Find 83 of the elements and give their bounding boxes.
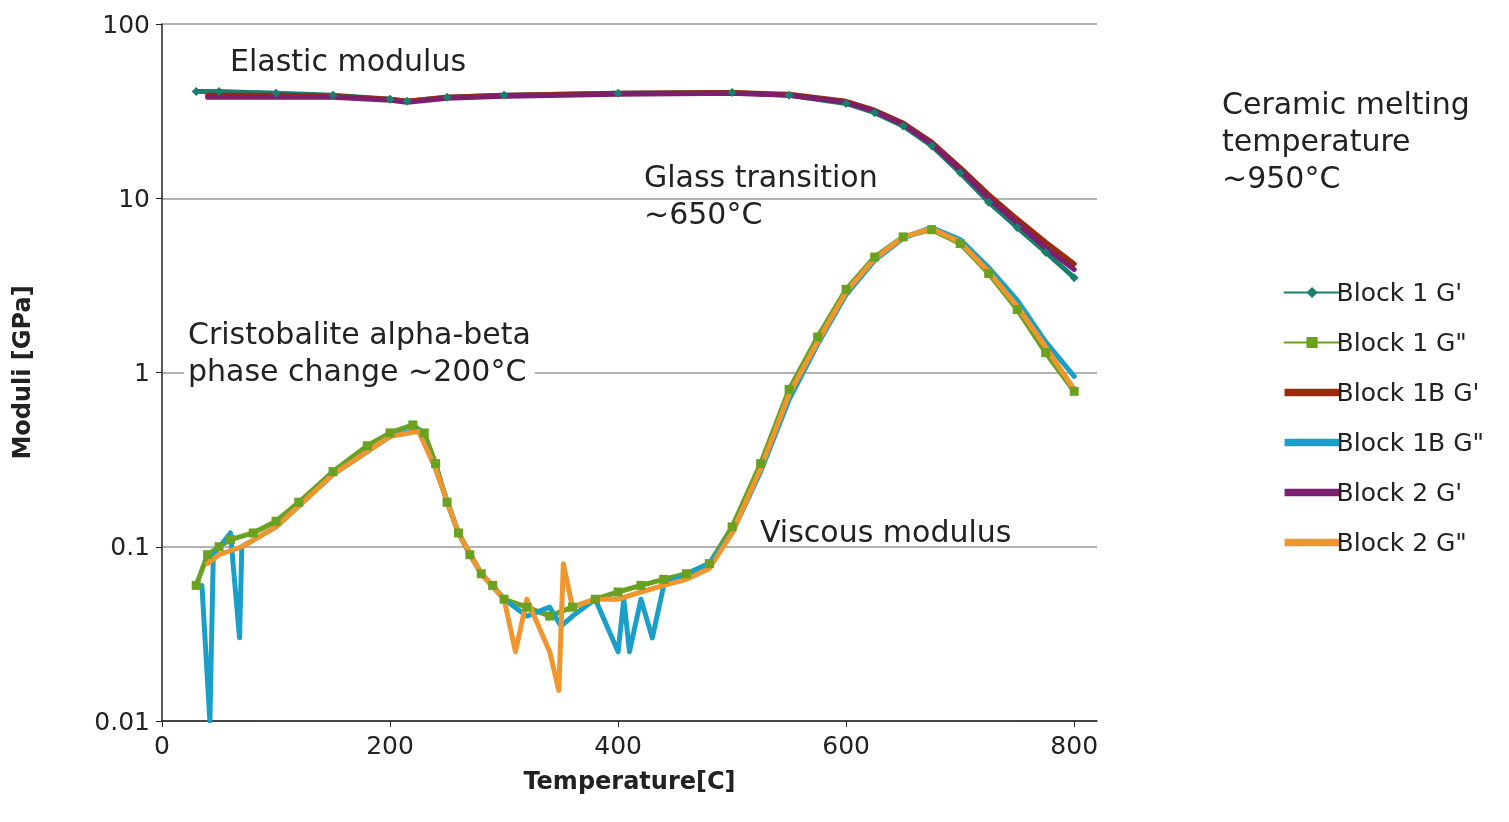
point: [271, 88, 281, 98]
point: [984, 197, 994, 207]
point: [567, 602, 577, 612]
point: [385, 428, 395, 438]
y-tick-label: 100: [102, 9, 150, 39]
x-axis-title: Temperature[C]: [523, 767, 736, 795]
point: [385, 94, 395, 104]
y-tick-label: 0.01: [94, 706, 150, 736]
point: [362, 441, 372, 451]
point: [214, 86, 224, 96]
point: [613, 88, 623, 98]
point: [499, 594, 509, 604]
legend-label: Block 1 G': [1336, 278, 1463, 307]
point: [898, 121, 908, 131]
point: [419, 428, 429, 438]
annotation: Elastic modulus: [230, 42, 467, 78]
point: [704, 559, 714, 569]
text: Ceramic melting temperature ~950°C: [1222, 85, 1470, 195]
point: [955, 168, 965, 178]
point: [870, 252, 880, 262]
point: [431, 459, 441, 469]
point: [402, 96, 412, 106]
y-tick-label: 0.1: [110, 532, 150, 562]
point: [442, 92, 452, 102]
y-tick-label: 1: [134, 358, 150, 387]
point: [442, 497, 452, 507]
point: [1041, 348, 1051, 358]
point: [294, 497, 304, 507]
point: [191, 580, 201, 590]
x-tick-label: 600: [822, 731, 871, 760]
point: [248, 528, 258, 538]
point: [1069, 273, 1079, 283]
point: [1012, 222, 1022, 232]
point: [841, 98, 851, 108]
point: [1012, 304, 1022, 314]
point: [784, 90, 794, 100]
point: [813, 332, 823, 342]
point: [927, 141, 937, 151]
point: [328, 90, 338, 100]
point: [727, 87, 737, 97]
legend-label: Block 1 G": [1336, 328, 1467, 357]
point: [225, 535, 235, 545]
x-tick-label: 0: [154, 731, 170, 760]
annotation: Glass transition ~650°C: [644, 159, 878, 231]
legend-label: Block 2 G": [1336, 528, 1467, 557]
annotation: Cristobalite alpha-beta phase change ~200°C: [188, 316, 531, 388]
point: [784, 384, 794, 394]
x-tick-label: 200: [366, 731, 414, 760]
point: [841, 284, 851, 294]
y-tick-label: 10: [118, 183, 150, 213]
point: [659, 574, 669, 584]
legend-label: Block 2 G': [1336, 478, 1463, 507]
point: [927, 225, 937, 235]
point: [214, 542, 224, 552]
point: [682, 569, 692, 579]
point: [465, 550, 475, 560]
point: [203, 550, 213, 560]
point: [271, 516, 281, 526]
point: [870, 108, 880, 118]
legend-label: Block 1B G': [1336, 378, 1480, 407]
point: [408, 420, 418, 430]
point: [522, 602, 532, 612]
point: [453, 528, 463, 538]
point: [590, 594, 600, 604]
point: [1041, 247, 1051, 257]
point: [636, 580, 646, 590]
point: [488, 580, 498, 590]
point: [984, 268, 994, 278]
point: [727, 522, 737, 532]
point: [756, 459, 766, 469]
x-tick-label: 400: [594, 731, 642, 760]
point: [545, 611, 555, 621]
point: [328, 467, 338, 477]
point: [499, 90, 509, 100]
legend-label: Block 1B G": [1336, 428, 1484, 457]
point: [1069, 386, 1079, 396]
y-axis-title: Moduli [GPa]: [8, 285, 36, 460]
point: [955, 238, 965, 248]
point: [613, 587, 623, 597]
x-tick-label: 800: [1050, 731, 1099, 760]
point: [898, 232, 908, 242]
annotation: Viscous modulus: [760, 513, 1012, 549]
point: [476, 569, 486, 579]
